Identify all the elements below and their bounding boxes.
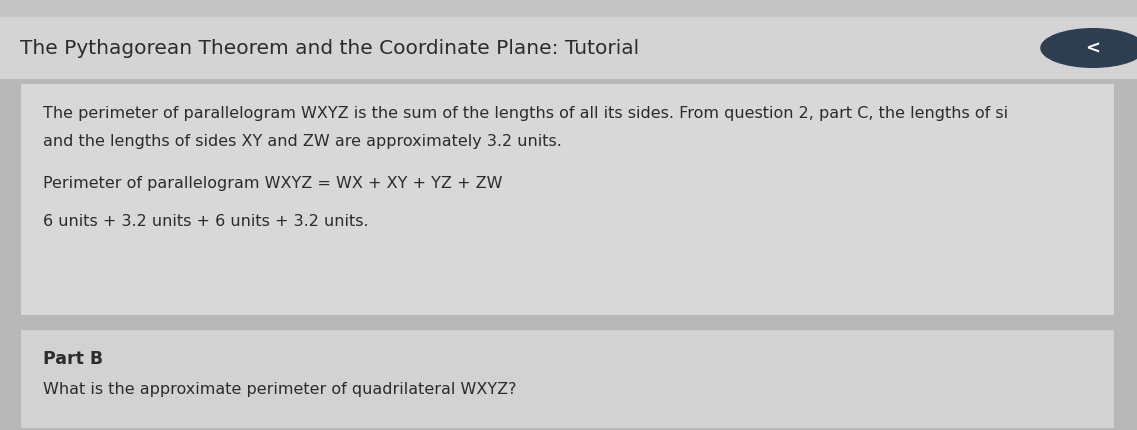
Circle shape — [1040, 29, 1137, 69]
FancyBboxPatch shape — [0, 18, 1137, 80]
Text: <: < — [1086, 40, 1101, 58]
FancyBboxPatch shape — [0, 0, 1137, 18]
Text: Perimeter of parallelogram WXYZ = WX + XY + YZ + ZW: Perimeter of parallelogram WXYZ = WX + X… — [43, 175, 503, 190]
FancyBboxPatch shape — [20, 84, 1114, 315]
Text: Part B: Part B — [43, 349, 103, 367]
Text: What is the approximate perimeter of quadrilateral WXYZ?: What is the approximate perimeter of qua… — [43, 381, 516, 396]
Text: and the lengths of sides XY and ZW are approximately 3.2 units.: and the lengths of sides XY and ZW are a… — [43, 134, 562, 149]
Text: 6 units + 3.2 units + 6 units + 3.2 units.: 6 units + 3.2 units + 6 units + 3.2 unit… — [43, 214, 368, 228]
Text: The perimeter of parallelogram WXYZ is the sum of the lengths of all its sides. : The perimeter of parallelogram WXYZ is t… — [43, 106, 1009, 121]
FancyBboxPatch shape — [20, 329, 1114, 428]
Text: The Pythagorean Theorem and the Coordinate Plane: Tutorial: The Pythagorean Theorem and the Coordina… — [20, 40, 640, 58]
